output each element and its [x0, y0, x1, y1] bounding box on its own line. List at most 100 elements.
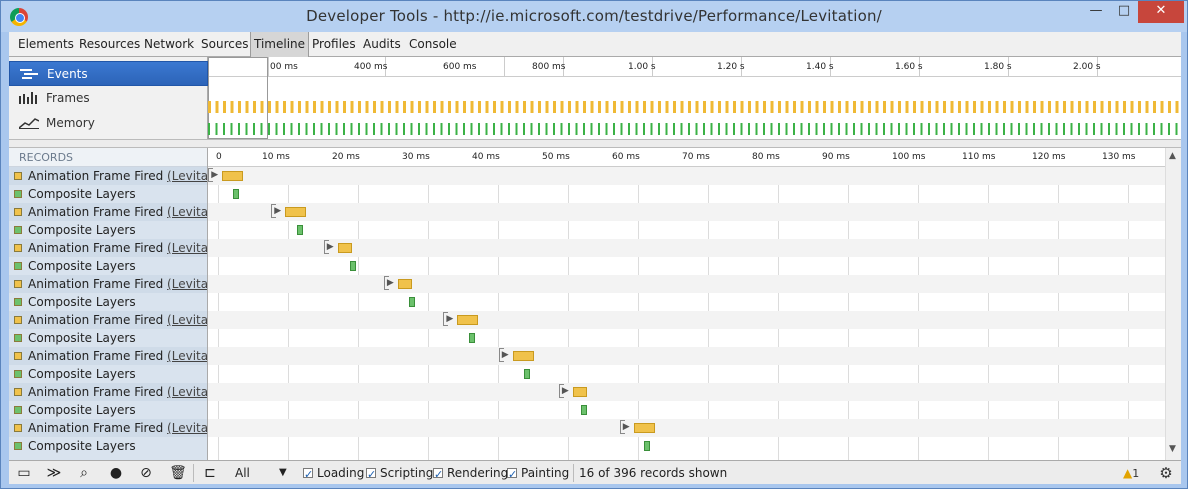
rendering-checkbox[interactable]: [433, 465, 443, 485]
record-source-link[interactable]: (Levitat...: [167, 313, 208, 327]
filter-select[interactable]: All: [235, 466, 250, 480]
expand-icon[interactable]: ▶: [561, 386, 569, 396]
record-bar[interactable]: [409, 297, 416, 307]
record-row[interactable]: Animation Frame Fired (Levitat...: [9, 347, 208, 365]
record-row[interactable]: Animation Frame Fired (Levitat...: [9, 275, 208, 293]
record-bar[interactable]: [581, 405, 588, 415]
timeline-row[interactable]: ▶: [208, 275, 1165, 293]
record-bar[interactable]: [222, 171, 244, 181]
record-icon[interactable]: ●: [109, 465, 123, 481]
record-bar[interactable]: [572, 387, 587, 397]
filter-scripting[interactable]: Scripting: [366, 463, 433, 485]
timeline-row[interactable]: ▶: [208, 347, 1165, 365]
scroll-down-arrow[interactable]: ▼: [1169, 444, 1176, 454]
expand-icon[interactable]: ▶: [386, 278, 394, 288]
tab-audits[interactable]: Audits: [363, 37, 401, 51]
record-row[interactable]: Animation Frame Fired (Levitat...: [9, 239, 208, 257]
maximize-button[interactable]: □: [1117, 3, 1131, 18]
records-scrollbar[interactable]: ▲ ▼: [1165, 148, 1181, 460]
chevron-down-icon[interactable]: ▼: [279, 467, 287, 478]
mode-events[interactable]: Events: [9, 61, 208, 86]
timeline-row[interactable]: [208, 365, 1165, 383]
record-source-link[interactable]: (Levitat...: [167, 205, 208, 219]
minimize-button[interactable]: —: [1089, 3, 1103, 18]
timeline-row[interactable]: ▶: [208, 419, 1165, 437]
tab-elements[interactable]: Elements: [18, 37, 74, 51]
timeline-row[interactable]: [208, 329, 1165, 347]
mode-frames[interactable]: Frames: [9, 86, 208, 111]
timeline-row[interactable]: ▶: [208, 203, 1165, 221]
record-bar[interactable]: [337, 243, 352, 253]
timeline-row[interactable]: ▶: [208, 383, 1165, 401]
tab-resources[interactable]: Resources: [79, 37, 141, 51]
expand-icon[interactable]: ▶: [446, 314, 454, 324]
record-row[interactable]: Composite Layers: [9, 257, 207, 275]
record-source-link[interactable]: (Levitat...: [167, 421, 208, 435]
record-row[interactable]: Animation Frame Fired (Levitat...: [9, 311, 208, 329]
painting-checkbox[interactable]: [507, 465, 517, 485]
record-bar[interactable]: [643, 441, 650, 451]
filter-loading[interactable]: Loading: [303, 463, 364, 485]
timeline-row[interactable]: [208, 185, 1165, 203]
record-bar[interactable]: [512, 351, 534, 361]
record-bar[interactable]: [350, 261, 357, 271]
record-row[interactable]: Composite Layers: [9, 221, 207, 239]
dock-icon[interactable]: ▭: [17, 465, 31, 481]
record-bar[interactable]: [397, 279, 412, 289]
record-row[interactable]: Composite Layers: [9, 185, 207, 203]
record-row[interactable]: Animation Frame Fired (Levitat...: [9, 383, 208, 401]
record-row[interactable]: Animation Frame Fired (Levitat...: [9, 419, 208, 437]
overview-selection-window[interactable]: [208, 57, 268, 139]
record-source-link[interactable]: (Levitat...: [167, 277, 208, 291]
tab-timeline[interactable]: Timeline: [250, 32, 310, 57]
tab-sources[interactable]: Sources: [201, 37, 249, 51]
records-timeline[interactable]: 0 10 ms 20 ms 30 ms 40 ms 50 ms 60 ms 70 ms 80 m…: [208, 148, 1165, 460]
expand-icon[interactable]: ▶: [326, 242, 334, 252]
loading-checkbox[interactable]: [303, 465, 313, 485]
record-row[interactable]: Composite Layers: [9, 365, 207, 383]
record-row[interactable]: Composite Layers: [9, 437, 207, 455]
record-row[interactable]: Composite Layers: [9, 293, 207, 311]
timeline-row[interactable]: [208, 401, 1165, 419]
record-bar[interactable]: [633, 423, 655, 433]
record-bar[interactable]: [457, 315, 479, 325]
tab-profiles[interactable]: Profiles: [312, 37, 356, 51]
record-source-link[interactable]: (Levitat...: [167, 385, 208, 399]
expand-icon[interactable]: ▶: [501, 350, 509, 360]
warning-counter[interactable]: ▲1: [1123, 463, 1139, 484]
record-row[interactable]: Composite Layers: [9, 401, 207, 419]
record-source-link[interactable]: (Levitat...: [167, 169, 208, 183]
scroll-up-arrow[interactable]: ▲: [1169, 151, 1176, 161]
timeline-row[interactable]: ▶: [208, 239, 1165, 257]
search-icon[interactable]: ⌕: [80, 465, 88, 481]
record-row[interactable]: Composite Layers: [9, 329, 207, 347]
record-row[interactable]: Animation Frame Fired (Levitat...: [9, 167, 208, 185]
scripting-checkbox[interactable]: [366, 465, 376, 485]
record-bar[interactable]: [468, 333, 475, 343]
timeline-row[interactable]: ▶: [208, 167, 1165, 185]
garbage-collect-icon[interactable]: 🗑: [169, 465, 187, 481]
record-row[interactable]: Animation Frame Fired (Levitat...: [9, 203, 208, 221]
expand-icon[interactable]: ▶: [274, 206, 282, 216]
record-source-link[interactable]: (Levitat...: [167, 349, 208, 363]
filter-rendering[interactable]: Rendering: [433, 463, 508, 485]
close-button[interactable]: ✕: [1138, 1, 1184, 23]
tab-console[interactable]: Console: [409, 37, 457, 51]
timeline-row[interactable]: [208, 293, 1165, 311]
record-bar[interactable]: [285, 207, 307, 217]
overview-divider[interactable]: [9, 139, 1181, 148]
record-source-link[interactable]: (Levitat...: [167, 241, 208, 255]
filter-painting[interactable]: Painting: [507, 463, 569, 485]
expand-icon[interactable]: ▶: [622, 422, 630, 432]
console-drawer-icon[interactable]: ≫: [46, 465, 62, 481]
mode-memory[interactable]: Memory: [9, 111, 208, 136]
timeline-row[interactable]: [208, 221, 1165, 239]
record-bar[interactable]: [297, 225, 304, 235]
record-bar[interactable]: [523, 369, 530, 379]
clear-icon[interactable]: ⊘: [140, 465, 152, 481]
timeline-row[interactable]: [208, 257, 1165, 275]
record-bar[interactable]: [233, 189, 240, 199]
overview-graph[interactable]: 00 ms 400 ms 600 ms 800 ms 1.00 s 1.20 s…: [208, 57, 1181, 139]
tab-network[interactable]: Network: [144, 37, 195, 51]
timeline-row[interactable]: [208, 437, 1165, 455]
